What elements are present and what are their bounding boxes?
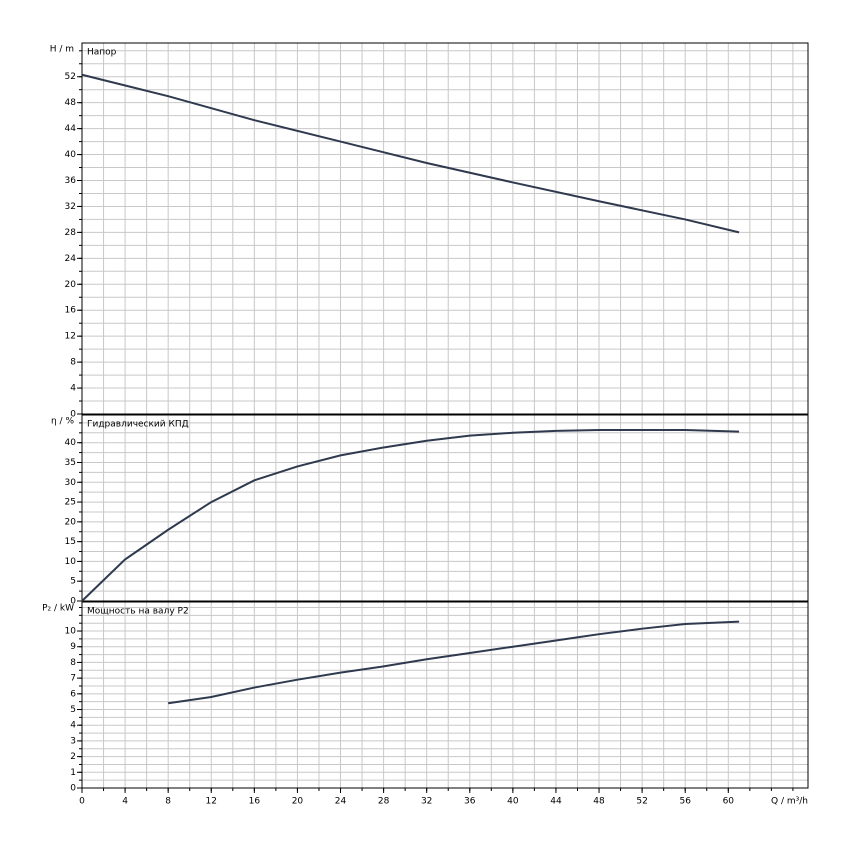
y-tick-label: 30 [65,478,77,488]
y-tick-label: 24 [65,254,77,264]
x-tick-label: 44 [550,797,562,807]
y-tick-label: 9 [70,642,76,652]
y-tick-label: 20 [65,517,77,527]
curve [81,429,740,602]
y-tick-label: 0 [70,410,76,420]
x-tick-label: 12 [206,797,217,807]
y-tick-label: 8 [70,358,76,368]
x-tick-label: 20 [292,797,304,807]
x-tick-label: 28 [378,797,390,807]
x-tick-label: 60 [723,797,735,807]
y-axis-label: H / m [50,45,74,55]
y-tick-label: 25 [65,498,76,508]
y-tick-label: 32 [65,202,76,212]
y-tick-label: 15 [65,537,76,547]
y-tick-label: 28 [65,228,77,238]
y-tick-label: 6 [70,689,76,699]
y-tick-label: 2 [70,752,76,762]
x-tick-label: 48 [593,797,605,807]
plot-frame [81,414,809,602]
x-tick-label: 52 [636,797,647,807]
panel-title: Напор [87,48,117,58]
y-tick-label: 10 [65,557,77,567]
y-tick-label: 44 [65,124,77,134]
y-tick-label: 35 [65,458,76,468]
y-tick-label: 1 [70,768,76,778]
y-tick-label: 4 [70,721,76,731]
y-axis-label: η / % [51,417,74,427]
panel-title: Мощность на валу P2 [87,607,189,617]
y-tick-label: 0 [70,597,76,607]
y-tick-label: 20 [65,280,77,290]
x-tick-label: 0 [79,797,85,807]
x-tick-label: 16 [249,797,261,807]
curve [81,73,740,234]
y-tick-label: 0 [70,784,76,794]
y-axis-label: P₂ / kW [42,604,74,614]
x-tick-label: 24 [335,797,347,807]
x-tick-label: 40 [507,797,519,807]
plot-frame [81,42,809,415]
y-tick-label: 48 [65,98,77,108]
y-tick-label: 5 [70,705,76,715]
y-tick-label: 16 [65,306,77,316]
y-tick-label: 5 [70,577,76,587]
x-tick-label: 36 [464,797,476,807]
y-tick-label: 52 [65,72,76,82]
y-tick-label: 36 [65,176,77,186]
x-tick-label: 8 [165,797,171,807]
y-tick-label: 7 [70,674,76,684]
y-tick-label: 3 [70,736,76,746]
y-tick-label: 40 [65,438,77,448]
x-tick-label: 32 [421,797,432,807]
x-axis-label: Q / m³/h [771,797,808,807]
y-tick-label: 4 [70,384,76,394]
y-tick-label: 40 [65,150,77,160]
y-tick-label: 8 [70,658,76,668]
x-tick-label: 56 [679,797,691,807]
y-tick-label: 10 [65,627,77,637]
plot-frame [81,601,809,789]
curve [168,620,740,705]
x-tick-label: 4 [122,797,128,807]
y-tick-label: 12 [65,332,76,342]
panel-title: Гидравлический КПД [87,420,189,430]
